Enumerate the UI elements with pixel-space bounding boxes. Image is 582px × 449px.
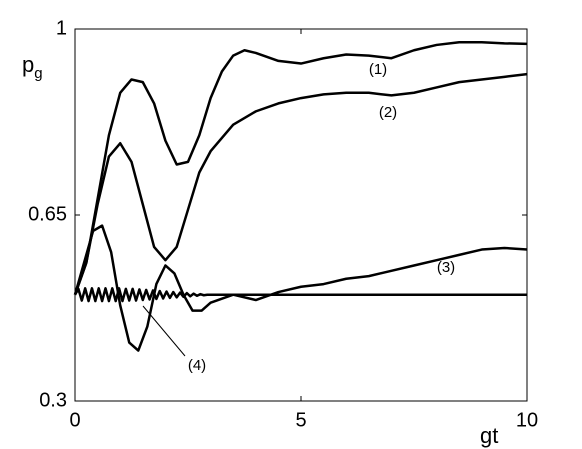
data-line: [73, 224, 528, 352]
y-tick-label: 1: [56, 17, 67, 39]
x-tick-label: 0: [69, 409, 80, 431]
x-tick-label: 5: [295, 409, 306, 431]
y-tick-label: 0.65: [28, 203, 67, 225]
x-axis-label: gt: [480, 423, 498, 448]
y-label-subscript: g: [34, 65, 42, 82]
data-line: [73, 41, 528, 296]
x-tick-label: 10: [516, 409, 538, 431]
curve-label: (4): [188, 357, 206, 374]
y-axis-label: pg: [22, 52, 43, 82]
y-tick-label: 0.3: [39, 389, 67, 411]
data-line: [73, 72, 528, 296]
curve-label: (2): [379, 104, 397, 121]
curve-label: (1): [369, 61, 387, 78]
leader-line: [142, 305, 186, 357]
y-label-base: p: [22, 52, 34, 77]
data-line: [73, 287, 527, 303]
curve-label: (3): [437, 259, 455, 276]
